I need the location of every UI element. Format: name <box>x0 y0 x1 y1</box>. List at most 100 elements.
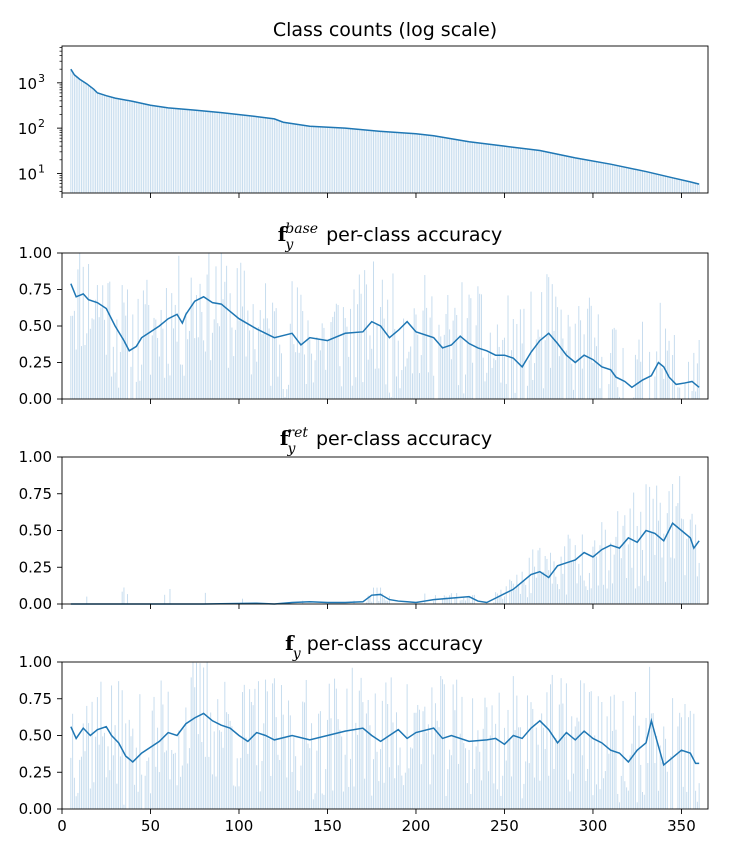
bar <box>367 130 369 193</box>
bar <box>443 684 445 809</box>
x-tick-label: 100 <box>225 817 254 835</box>
bar <box>594 735 596 809</box>
bar <box>454 710 456 809</box>
bar <box>661 368 663 399</box>
bar <box>695 391 697 399</box>
bar <box>378 368 380 399</box>
bar <box>546 151 548 193</box>
bar <box>696 363 698 399</box>
bar <box>282 714 284 809</box>
bar <box>654 763 656 809</box>
bar <box>162 328 164 399</box>
bar <box>516 695 518 809</box>
bar <box>167 107 169 193</box>
bar <box>466 318 468 399</box>
bar <box>196 110 197 193</box>
bar <box>569 538 571 604</box>
bar <box>479 751 481 809</box>
bar <box>79 253 81 399</box>
bar <box>316 750 318 809</box>
bar <box>256 765 258 809</box>
bar <box>413 712 415 809</box>
bar <box>84 82 86 193</box>
bar <box>155 766 157 809</box>
bar <box>604 771 606 809</box>
bar <box>486 372 488 399</box>
bar <box>176 108 178 193</box>
bar <box>619 802 620 809</box>
bar <box>325 769 327 809</box>
bar <box>608 753 610 809</box>
bar <box>350 128 351 193</box>
bar <box>511 776 513 809</box>
bar <box>592 160 594 193</box>
bar <box>174 752 176 809</box>
bar <box>634 691 636 809</box>
bar <box>210 111 212 193</box>
bar <box>353 289 355 399</box>
bar <box>502 775 504 809</box>
bar <box>594 337 596 399</box>
bar <box>309 126 311 193</box>
bar <box>165 288 167 399</box>
bar <box>606 588 608 604</box>
bar <box>691 513 693 604</box>
bar <box>226 113 228 193</box>
bar <box>433 135 435 193</box>
bar <box>470 793 472 809</box>
bar <box>482 728 484 809</box>
title-text: per-class accuracy <box>326 224 502 246</box>
bar <box>387 131 389 193</box>
bar <box>443 595 445 604</box>
bar <box>121 99 123 193</box>
bar <box>631 567 633 604</box>
bar <box>311 723 313 809</box>
bar <box>449 595 451 604</box>
bar <box>373 587 374 604</box>
bar <box>364 778 366 809</box>
bar <box>369 130 371 193</box>
bar <box>134 784 136 809</box>
bar <box>466 596 468 604</box>
bar <box>496 145 498 193</box>
bar <box>684 382 686 399</box>
bar <box>125 723 127 809</box>
bar <box>75 349 77 399</box>
bar <box>528 149 530 193</box>
bar <box>461 282 463 399</box>
bar <box>284 737 286 809</box>
bar <box>564 155 566 193</box>
bar <box>102 94 104 193</box>
bar <box>576 583 578 604</box>
bar <box>567 779 569 809</box>
bar <box>549 552 551 604</box>
bar <box>293 123 295 193</box>
bar <box>75 796 77 809</box>
bar <box>654 376 656 399</box>
bar <box>132 728 134 809</box>
bar <box>111 97 113 193</box>
bar <box>296 287 298 399</box>
bar <box>105 354 107 399</box>
bar <box>295 352 297 399</box>
bar <box>380 306 382 399</box>
bar <box>213 319 215 399</box>
bar <box>298 124 300 193</box>
y-tick-label: 0.00 <box>19 595 52 613</box>
bar <box>555 576 557 604</box>
bar <box>626 167 628 193</box>
bar <box>615 729 617 809</box>
bar <box>569 326 571 399</box>
bar <box>594 161 596 193</box>
bar <box>422 711 424 809</box>
bar <box>567 534 569 604</box>
bar <box>282 388 284 399</box>
bar <box>286 389 288 399</box>
plot-area: 0.00 0.25 0.50 0.75 1.00 <box>19 448 709 613</box>
bar <box>477 286 479 399</box>
bar <box>597 314 599 399</box>
bar <box>236 114 238 193</box>
bar <box>369 725 371 809</box>
bar <box>215 776 217 809</box>
bar <box>541 150 543 193</box>
